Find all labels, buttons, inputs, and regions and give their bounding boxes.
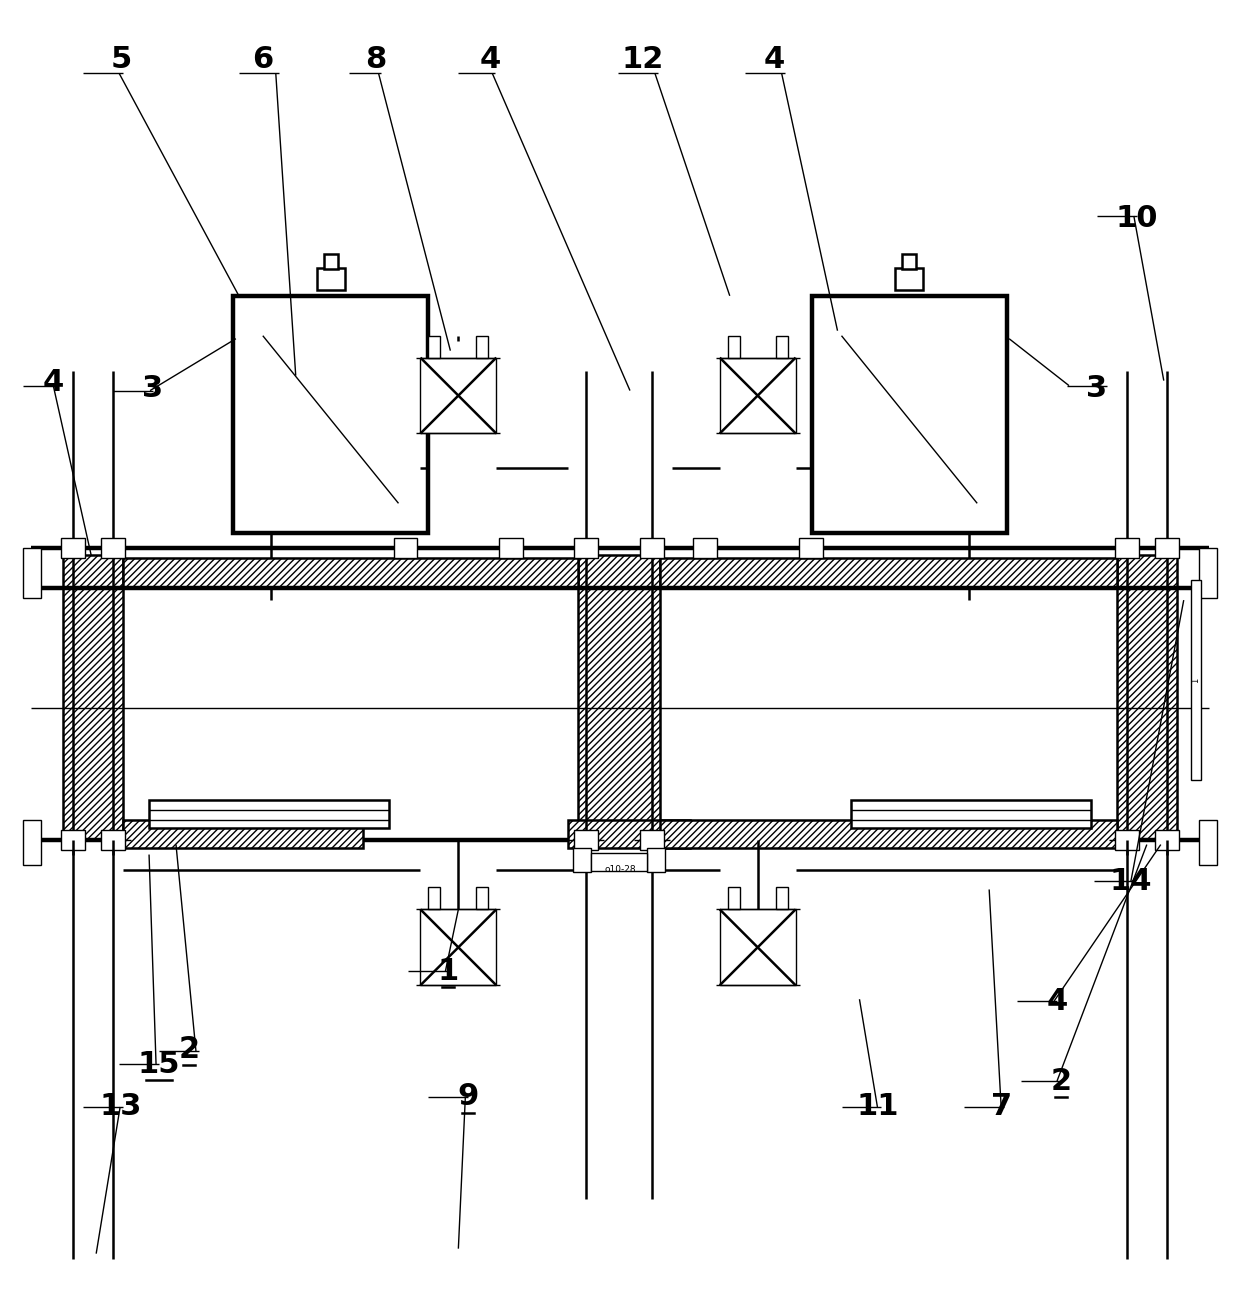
Bar [420, 909, 496, 985]
Bar [578, 555, 660, 839]
Text: 5: 5 [110, 44, 131, 74]
Bar [1115, 538, 1138, 558]
Bar [728, 336, 740, 357]
Bar [811, 296, 1007, 533]
Text: 2: 2 [1050, 1067, 1071, 1096]
Bar [660, 820, 1117, 847]
Bar [429, 336, 440, 357]
Bar [316, 268, 345, 289]
Bar [102, 830, 125, 850]
Bar [574, 538, 598, 558]
Text: 9: 9 [458, 1083, 479, 1111]
Bar [591, 852, 647, 870]
Bar [149, 800, 388, 827]
Bar [24, 549, 41, 598]
Bar [324, 254, 337, 268]
Text: 13: 13 [100, 1092, 143, 1122]
Bar [1190, 580, 1200, 779]
Bar [903, 254, 916, 268]
Bar [640, 830, 663, 850]
Text: 1: 1 [1192, 678, 1200, 683]
Bar [476, 336, 489, 357]
Bar [719, 357, 796, 434]
Bar [573, 847, 591, 872]
Text: 1: 1 [438, 956, 459, 986]
Text: 14: 14 [1110, 866, 1152, 896]
Bar [568, 820, 689, 847]
Bar [393, 538, 418, 558]
Bar [476, 887, 489, 909]
Text: 4: 4 [1047, 986, 1068, 1016]
Bar [799, 538, 822, 558]
Bar [420, 357, 496, 434]
Bar [574, 830, 598, 850]
Text: 15: 15 [138, 1050, 180, 1079]
Bar [500, 538, 523, 558]
Bar [1199, 549, 1216, 598]
Bar [895, 268, 924, 289]
Bar [1117, 555, 1177, 839]
Bar [1154, 830, 1179, 850]
Bar [1115, 830, 1138, 850]
Bar [61, 538, 86, 558]
Bar [123, 558, 578, 588]
Bar [233, 296, 429, 533]
Bar [852, 800, 1091, 827]
Bar [660, 558, 1117, 588]
Text: 12: 12 [621, 44, 665, 74]
Bar [63, 555, 123, 839]
Bar [776, 336, 787, 357]
Bar [728, 887, 740, 909]
Bar [693, 538, 717, 558]
Bar [102, 538, 125, 558]
Bar [24, 820, 41, 864]
Bar [1154, 538, 1179, 558]
Bar [123, 820, 362, 847]
Text: 3: 3 [143, 374, 164, 403]
Text: 10: 10 [1116, 205, 1158, 233]
Bar [776, 887, 787, 909]
Text: 11: 11 [856, 1092, 899, 1122]
Text: 4: 4 [764, 44, 785, 74]
Bar [61, 830, 86, 850]
Bar [640, 538, 663, 558]
Bar [719, 909, 796, 985]
Text: 4: 4 [480, 44, 501, 74]
Bar [647, 847, 665, 872]
Text: o10-28: o10-28 [604, 865, 636, 874]
Text: 8: 8 [365, 44, 386, 74]
Bar [429, 887, 440, 909]
Text: 4: 4 [42, 369, 64, 397]
Text: 2: 2 [179, 1035, 200, 1063]
Text: 7: 7 [991, 1092, 1012, 1122]
Text: 6: 6 [252, 44, 274, 74]
Bar [1199, 820, 1216, 864]
Text: 3: 3 [1086, 374, 1107, 403]
